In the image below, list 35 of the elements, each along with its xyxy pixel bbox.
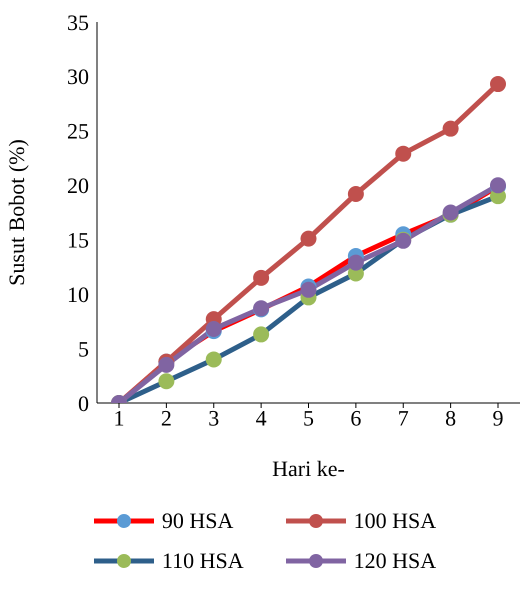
point	[206, 351, 222, 368]
point	[348, 186, 364, 202]
x-tick-label: 7	[398, 406, 409, 431]
legend-label: 120 HSA	[354, 548, 436, 574]
y-tick-label: 5	[78, 336, 89, 362]
y-tick-label: 10	[67, 282, 89, 307]
legend-label: 100 HSA	[354, 508, 436, 534]
x-tick-label: 6	[350, 406, 362, 431]
y-tick-label: 20	[67, 173, 89, 198]
point	[253, 270, 270, 286]
legend-label: 110 HSA	[162, 548, 244, 574]
point	[348, 254, 364, 271]
point	[490, 76, 506, 92]
y-axis-title: Susut Bobot (%)	[4, 139, 29, 286]
x-tick-label: 5	[303, 406, 314, 431]
legend-label: 90 HSA	[162, 508, 234, 534]
point	[395, 146, 412, 162]
point	[158, 356, 174, 373]
point	[442, 120, 459, 137]
x-axis-title: Hari ke-	[272, 456, 345, 481]
x-tick-label: 3	[208, 406, 220, 431]
point	[300, 282, 316, 298]
x-tick-label: 1	[114, 406, 124, 431]
x-tick-label: 8	[445, 406, 456, 431]
x-tick-label: 2	[160, 406, 172, 431]
x-tick-label: 4	[256, 406, 267, 431]
y-tick-label: 25	[67, 118, 89, 144]
x-tick-label: 9	[492, 406, 504, 431]
y-tick-label: 15	[67, 228, 89, 253]
y-tick-label: 35	[67, 10, 89, 35]
point	[253, 326, 270, 342]
point	[158, 373, 174, 390]
point	[300, 230, 316, 247]
y-tick-label: 0	[78, 390, 89, 416]
y-tick-label: 30	[67, 64, 89, 90]
